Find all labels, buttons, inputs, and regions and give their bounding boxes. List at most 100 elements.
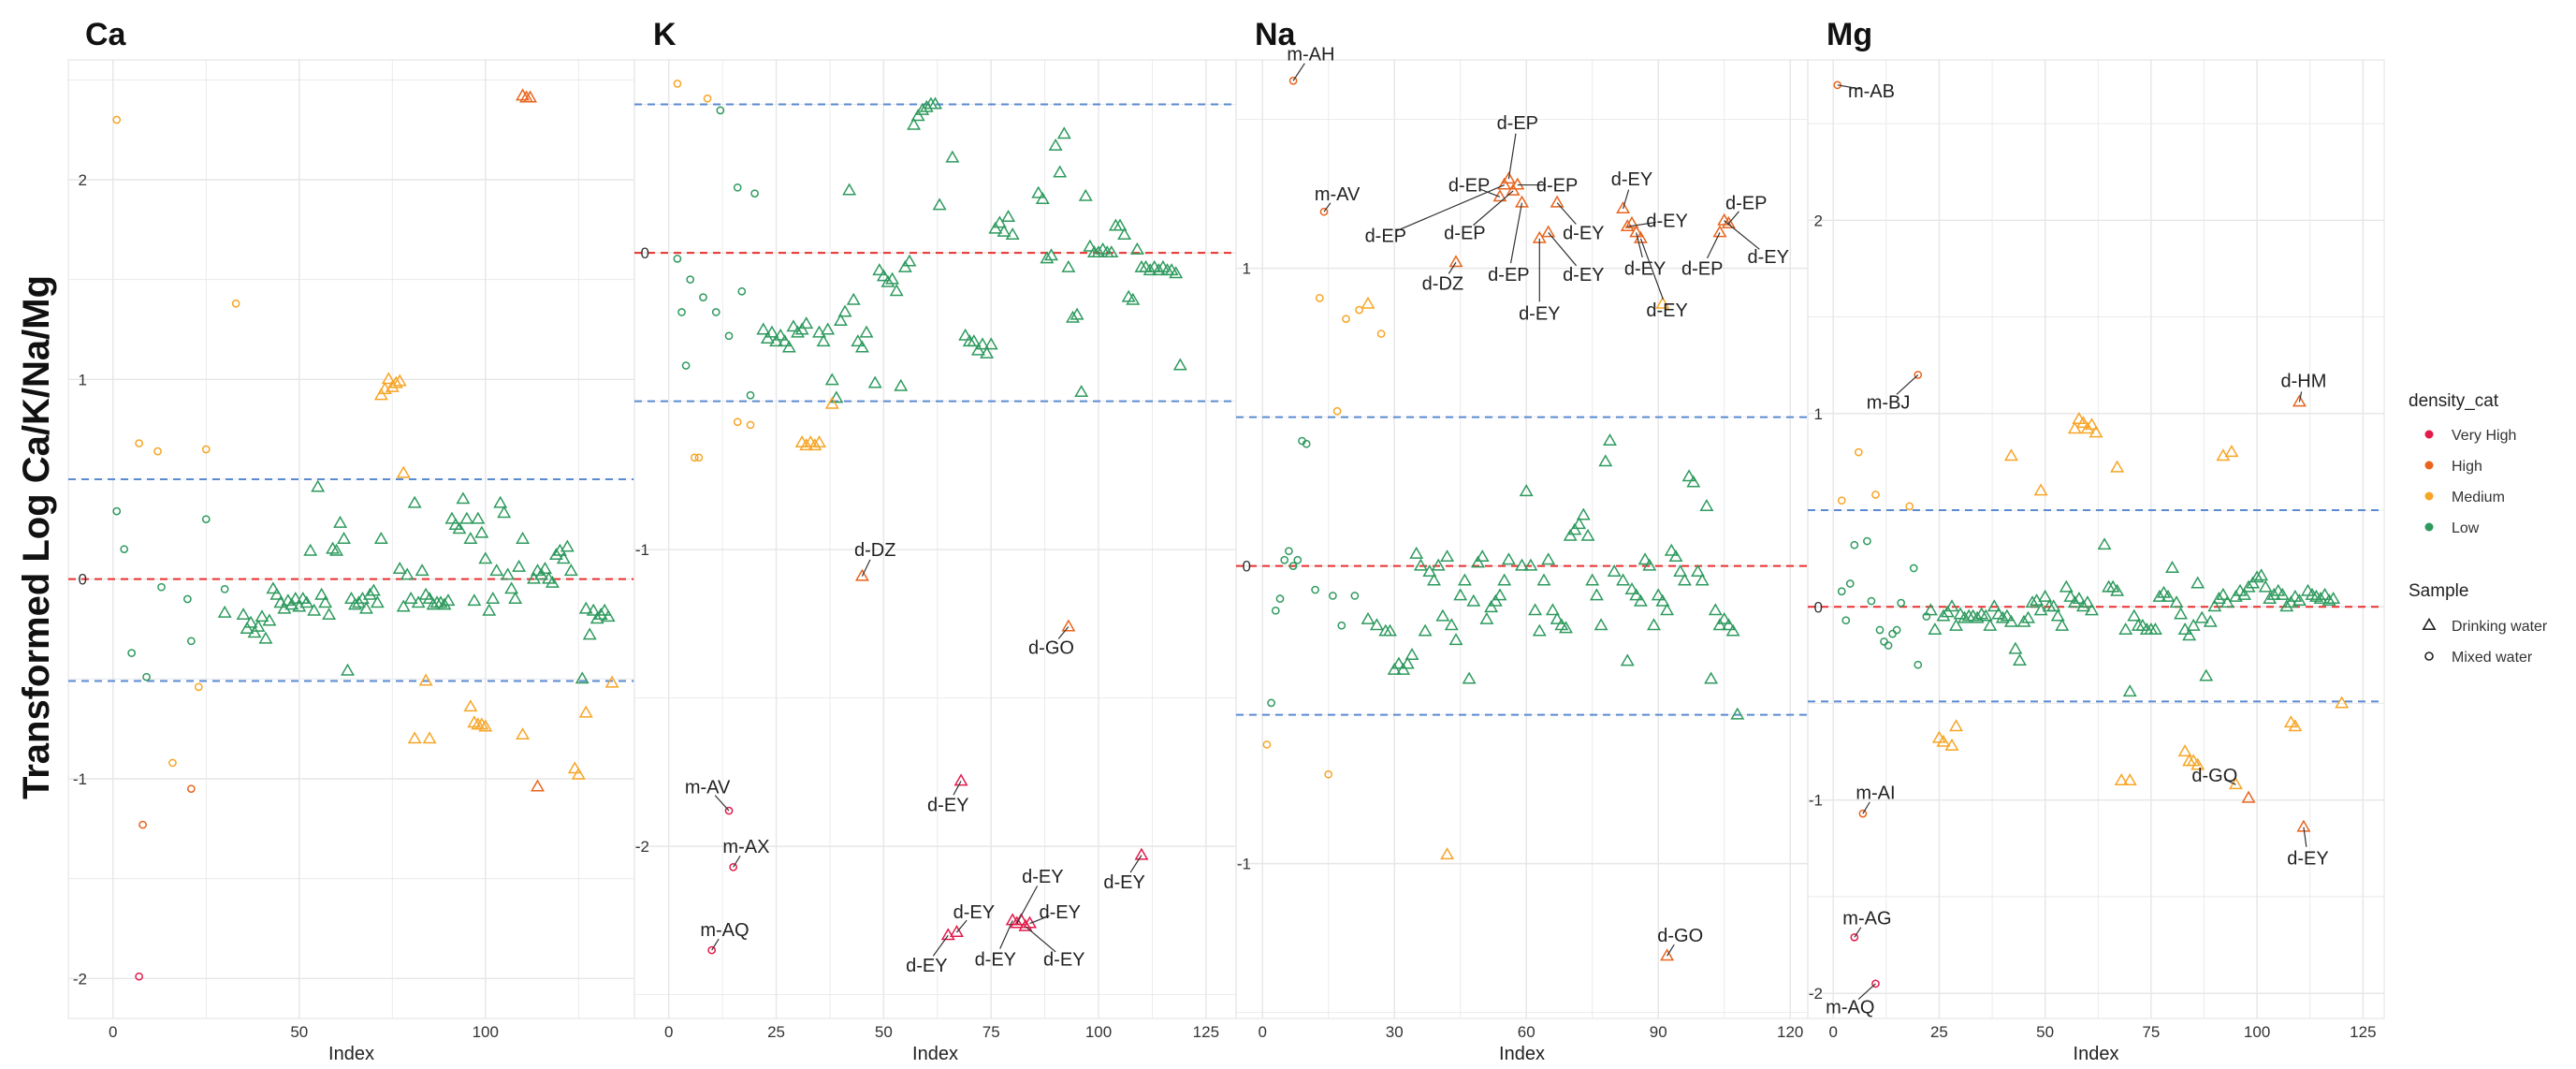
point-drinking-water-low xyxy=(351,595,366,608)
annotation-connector xyxy=(1292,63,1305,81)
point-drinking-water-medium xyxy=(516,727,531,740)
point-drinking-water-very-high xyxy=(940,928,955,941)
point-drinking-water-low xyxy=(854,340,869,353)
point-drinking-water-low xyxy=(1704,671,1719,684)
annotation-connector xyxy=(1129,855,1142,873)
annotation-label: m-AG xyxy=(1842,909,1891,930)
x-tick-label: 100 xyxy=(473,1023,499,1041)
point-drinking-water-low xyxy=(958,328,973,341)
legend-sample-title: Sample xyxy=(2409,581,2468,601)
point-drinking-water-low xyxy=(945,150,960,163)
point-drinking-water-low xyxy=(2050,608,2065,622)
point-drinking-water-medium xyxy=(2110,460,2125,473)
annotation-label: d-EP xyxy=(1497,113,1538,134)
point-drinking-water-low xyxy=(2283,595,2298,608)
point-drinking-water-very-high xyxy=(1010,915,1025,929)
point-drinking-water-low xyxy=(872,263,887,276)
point-drinking-water-medium xyxy=(2177,744,2192,757)
annotation-label: d-GO xyxy=(1657,926,1703,946)
point-mixed-water-high xyxy=(1914,371,1923,379)
point-drinking-water-low xyxy=(1129,242,1144,255)
point-drinking-water-low xyxy=(392,561,407,574)
point-drinking-water-low xyxy=(1699,499,1714,511)
point-mixed-water-low xyxy=(1909,564,1918,573)
y-tick-label: -2 xyxy=(635,838,649,856)
point-drinking-water-low xyxy=(1944,599,1959,612)
point-mixed-water-very-high xyxy=(729,862,737,871)
point-drinking-water-medium xyxy=(604,675,619,688)
point-drinking-water-low xyxy=(1594,618,1608,631)
point-drinking-water-low xyxy=(2025,595,2040,608)
annotation-label: d-GO xyxy=(1028,638,1074,659)
annotation-connector xyxy=(1639,238,1665,300)
point-drinking-water-low xyxy=(415,564,429,577)
point-drinking-water-medium xyxy=(824,396,839,409)
point-mixed-water-low xyxy=(142,672,151,681)
point-drinking-water-medium xyxy=(799,438,814,451)
legend-triangle-icon xyxy=(2422,617,2437,631)
point-mixed-water-medium xyxy=(168,758,177,768)
point-mixed-water-low xyxy=(711,308,720,316)
point-drinking-water-medium xyxy=(2288,719,2303,732)
point-drinking-water-low xyxy=(1603,433,1617,447)
point-drinking-water-low xyxy=(1396,662,1411,675)
panel-k: 0 25 50 75 100 125 -2 -1 0 Index Km-AV m-AX m-AQ d-DZ… xyxy=(633,17,1237,1064)
point-drinking-water-high xyxy=(1620,219,1635,232)
point-drinking-water-low xyxy=(1708,603,1723,616)
annotation-connector xyxy=(2224,779,2236,785)
annotation-connector xyxy=(1057,626,1070,639)
point-mixed-water-medium xyxy=(1855,447,1863,457)
point-drinking-water-low xyxy=(1528,603,1543,616)
legend-label: Medium xyxy=(2452,490,2505,505)
point-drinking-water-low xyxy=(373,531,388,544)
point-drinking-water-high xyxy=(2241,790,2256,803)
point-drinking-water-low xyxy=(512,559,527,572)
point-mixed-water-very-high xyxy=(724,806,734,815)
point-drinking-water-low xyxy=(1479,611,1494,624)
point-drinking-water-low xyxy=(1983,618,1998,631)
annotation-label: d-EY xyxy=(2287,849,2328,870)
point-drinking-water-low xyxy=(1070,307,1084,320)
annotation-connector xyxy=(1862,801,1870,814)
annotation-label: m-AH xyxy=(1287,45,1334,66)
point-drinking-water-low xyxy=(1664,543,1679,556)
point-drinking-water-low xyxy=(1559,621,1573,634)
annotation-connector xyxy=(1507,133,1517,180)
point-drinking-water-low xyxy=(1431,558,1446,571)
x-tick-label: 50 xyxy=(290,1023,308,1041)
annotation-connector xyxy=(1896,374,1919,395)
point-drinking-water-low xyxy=(910,109,925,122)
annotation-label: d-EY xyxy=(1103,872,1144,893)
point-drinking-water-low xyxy=(262,613,277,626)
point-drinking-water-low xyxy=(1048,138,1063,151)
point-mixed-water-low xyxy=(1863,536,1871,546)
point-drinking-water-low xyxy=(851,334,866,347)
point-drinking-water-high xyxy=(516,88,531,101)
y-tick-label: 1 xyxy=(1814,405,1823,423)
point-drinking-water-low xyxy=(437,597,452,610)
point-drinking-water-low xyxy=(593,608,608,621)
point-drinking-water-low xyxy=(2237,587,2252,600)
point-drinking-water-low xyxy=(2055,618,2070,631)
annotation-connector xyxy=(1556,202,1577,225)
point-drinking-water-low xyxy=(236,608,251,621)
annotation-label: d-EY xyxy=(906,956,947,976)
annotation-label: d-EY xyxy=(1646,300,1687,321)
point-drinking-water-low xyxy=(563,564,578,577)
point-drinking-water-low xyxy=(459,511,474,524)
point-drinking-water-low xyxy=(366,583,381,596)
point-drinking-water-low xyxy=(1369,618,1384,631)
legend-swatch-high xyxy=(2424,461,2434,470)
point-drinking-water-medium xyxy=(2003,448,2018,461)
x-axis-title: Index xyxy=(1499,1044,1545,1064)
point-drinking-water-low xyxy=(2118,622,2133,636)
point-mixed-water-low xyxy=(1337,621,1346,630)
point-drinking-water-low xyxy=(548,548,563,561)
point-drinking-water-low xyxy=(902,254,917,267)
point-drinking-water-low xyxy=(1444,618,1459,631)
annotation-connector xyxy=(861,559,871,577)
annotation-label: m-AQ xyxy=(700,920,749,941)
point-drinking-water-medium xyxy=(571,767,586,780)
x-tick-label: 75 xyxy=(2142,1023,2160,1041)
legend-label: Mixed water xyxy=(2452,650,2533,666)
